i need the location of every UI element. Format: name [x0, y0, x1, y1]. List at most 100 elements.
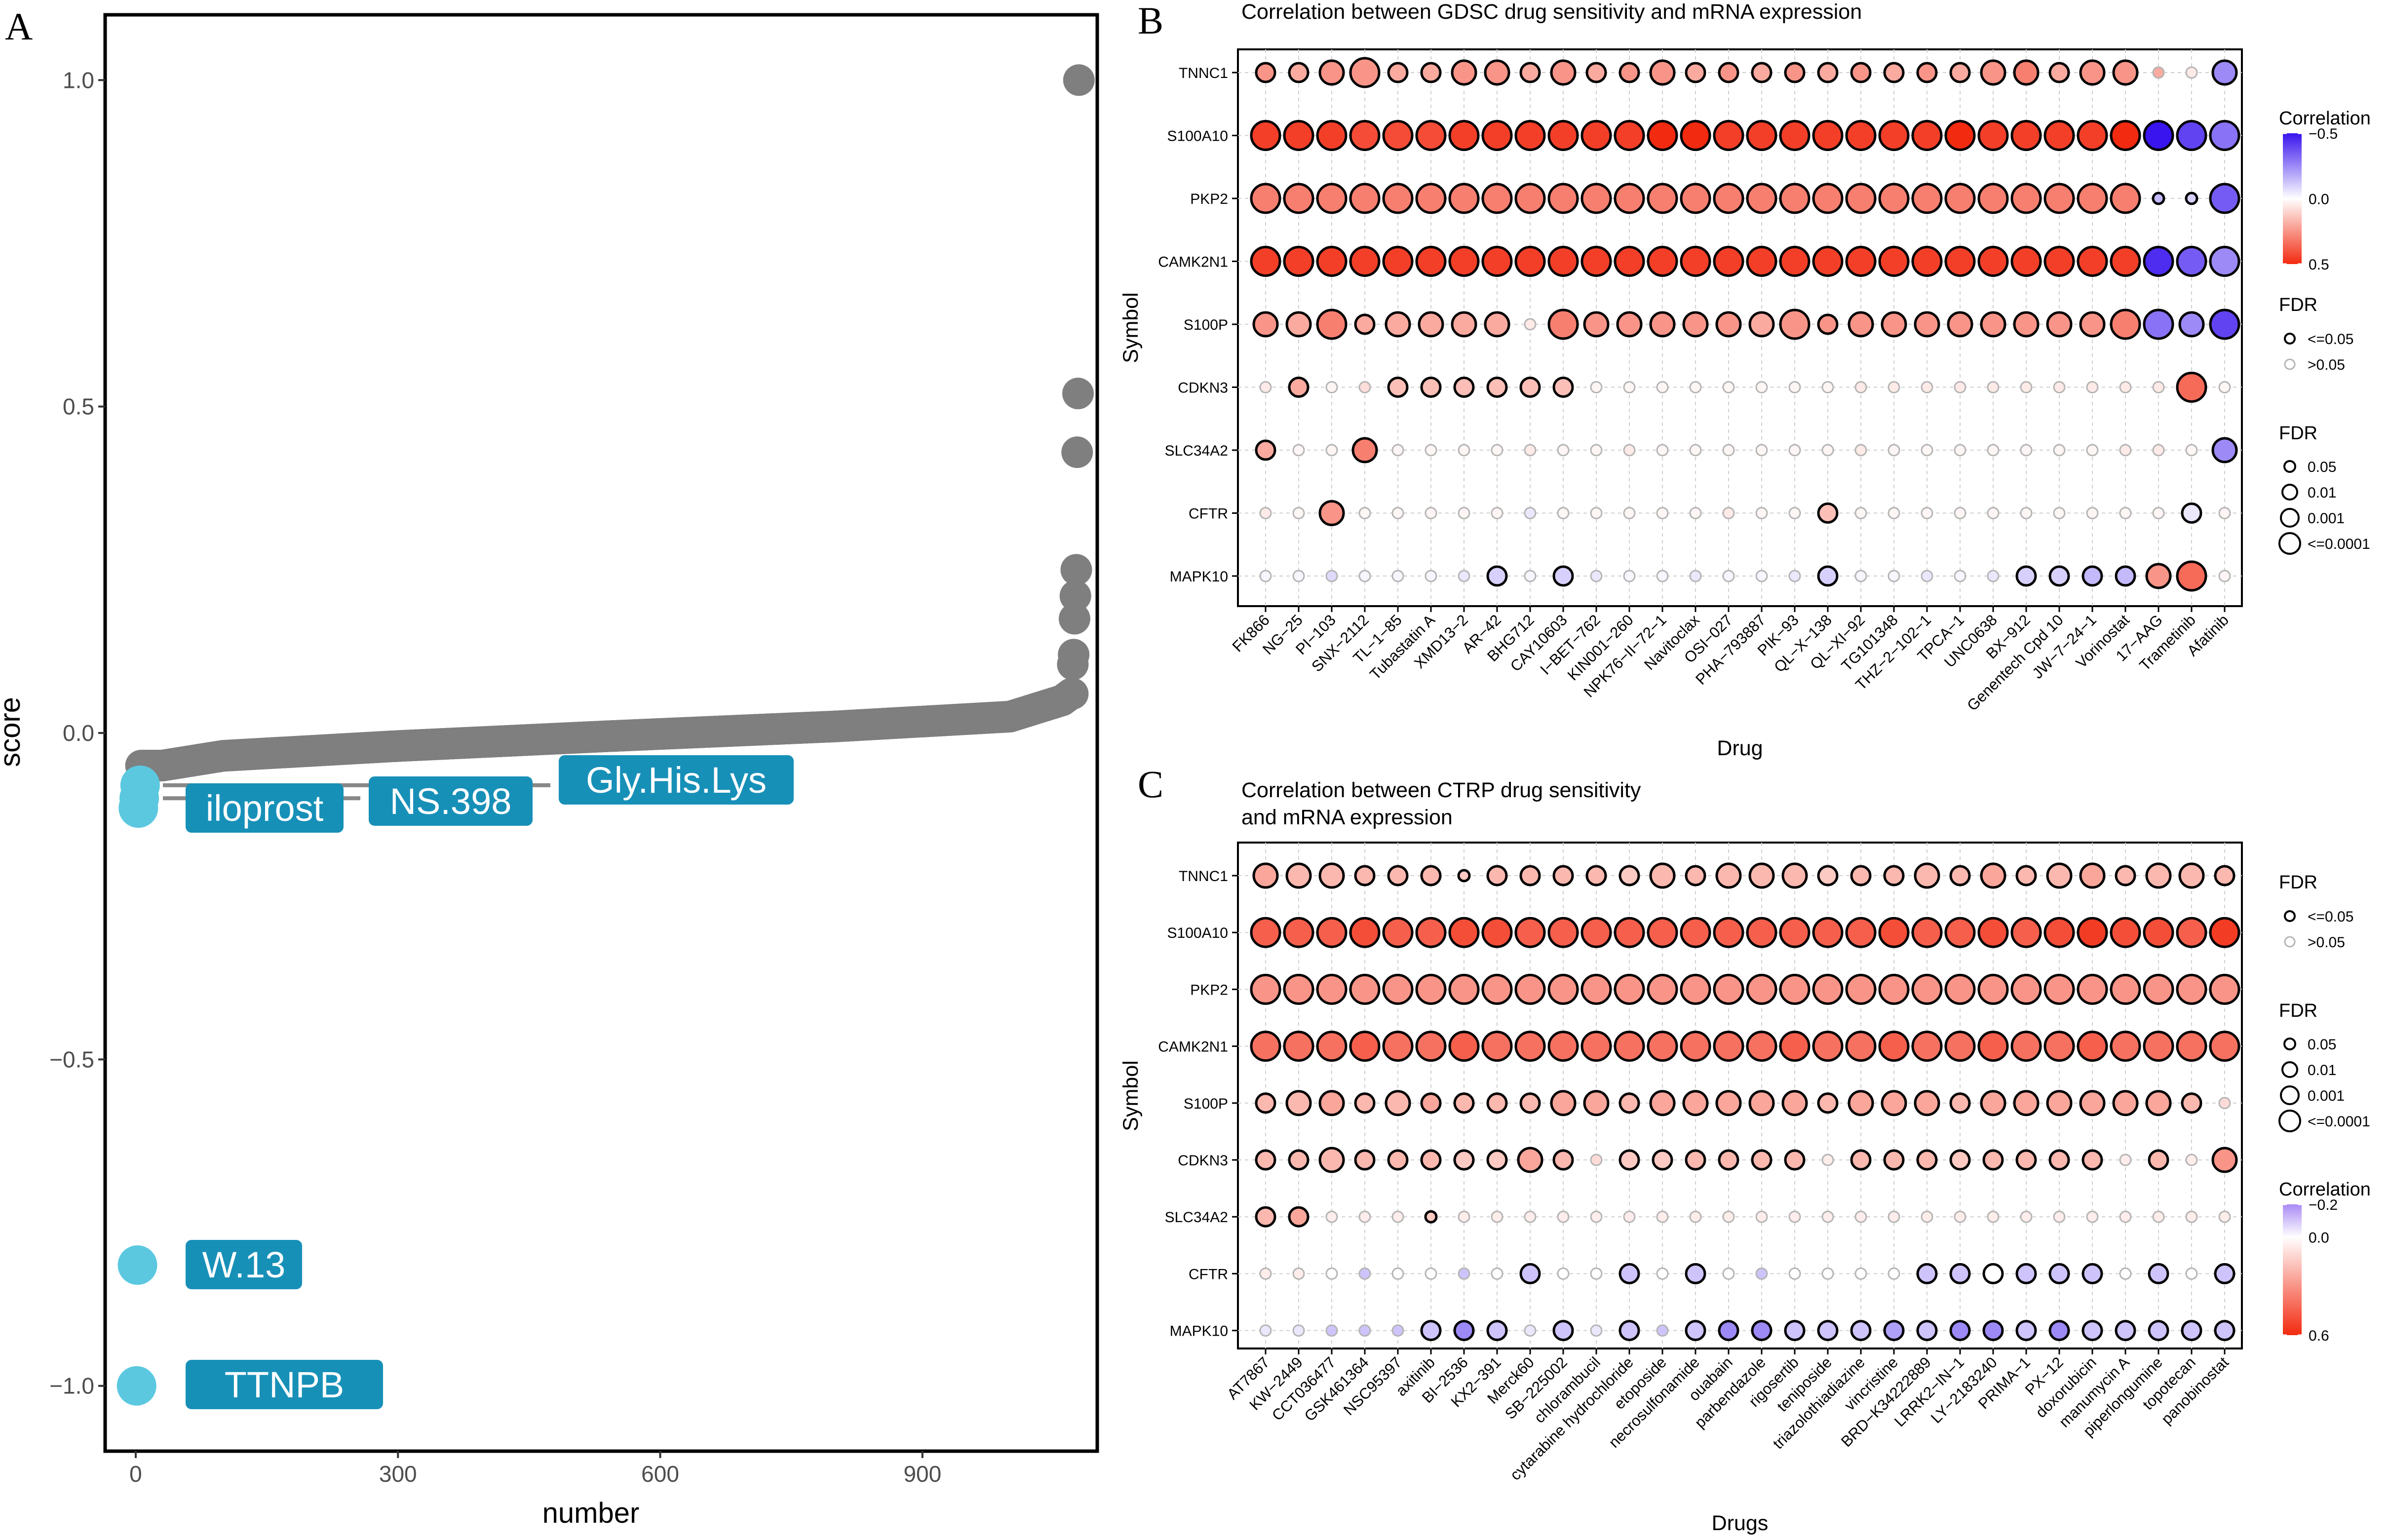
correlation-dot [2176, 246, 2207, 277]
correlation-dot [1821, 1267, 1834, 1280]
correlation-dot [1722, 444, 1735, 457]
correlation-dot [2048, 565, 2070, 587]
correlation-dot [1888, 570, 1900, 582]
x-tick-label: 900 [903, 1461, 941, 1487]
correlation-dot [1682, 1090, 1709, 1116]
legend-label: 0.01 [2308, 485, 2336, 501]
correlation-dot [1250, 120, 1281, 151]
correlation-dot [1491, 507, 1503, 519]
correlation-dot [1425, 507, 1437, 519]
correlation-dot [1486, 565, 1508, 587]
correlation-dot [2043, 183, 2075, 214]
correlation-dot [1850, 1320, 1872, 1342]
correlation-dot [1448, 246, 1480, 277]
correlation-dot [1888, 507, 1900, 519]
correlation-dot [1382, 1031, 1414, 1062]
correlation-dot [1881, 1090, 1907, 1116]
gene-label: PKP2 [1190, 982, 1228, 998]
correlation-dot [1415, 973, 1447, 1005]
correlation-dot [2081, 1149, 2103, 1171]
correlation-dot [1911, 183, 1943, 214]
legend-size-dot [2281, 484, 2298, 500]
correlation-dot [1715, 1090, 1742, 1116]
correlation-dot [1391, 1210, 1404, 1223]
correlation-dot [1481, 1031, 1513, 1062]
correlation-dot [1947, 311, 1973, 338]
point-label-box [186, 1240, 302, 1289]
legend-size-dot [2278, 532, 2301, 555]
correlation-dot [1854, 570, 1867, 582]
correlation-dot [1318, 1090, 1345, 1116]
correlation-dot [1921, 570, 1933, 582]
correlation-dot [1387, 62, 1409, 83]
correlation-dot [1524, 444, 1537, 457]
correlation-dot [1358, 507, 1371, 519]
correlation-dot [1524, 1210, 1537, 1223]
correlation-dot [1514, 973, 1546, 1005]
correlation-dot [2176, 973, 2207, 1005]
correlation-dot [1656, 1324, 1669, 1337]
correlation-dot [1316, 183, 1348, 214]
correlation-dot [1283, 1031, 1314, 1062]
correlation-dot [2152, 381, 2165, 393]
legend-size-dot [2278, 1110, 2301, 1132]
correlation-dot [1590, 507, 1603, 519]
y-tick-label: −1.0 [49, 1373, 94, 1399]
correlation-dot [1481, 183, 1513, 214]
correlation-dot [1954, 381, 1966, 393]
correlation-dot [1987, 1210, 2000, 1223]
correlation-dot [1420, 1320, 1442, 1342]
correlation-dot [1649, 862, 1676, 889]
correlation-dot [1524, 570, 1537, 582]
correlation-dot [2152, 66, 2165, 79]
legend-title: Correlation [2279, 108, 2371, 129]
legend-label: >0.05 [2308, 357, 2345, 373]
correlation-dot [2010, 1031, 2042, 1062]
legend-label: <=0.05 [2308, 909, 2353, 925]
correlation-dot [1977, 917, 2009, 948]
correlation-dot [1623, 1210, 1636, 1223]
correlation-dot [1746, 246, 1777, 277]
panel-b: B Correlation between GDSC drug sensitiv… [1119, 0, 2371, 760]
correlation-dot [1647, 183, 1678, 214]
legend-size-dot [2281, 1061, 2298, 1078]
correlation-dot [2185, 444, 2198, 457]
correlation-dot [1325, 570, 1338, 582]
correlation-dot [2218, 1210, 2231, 1223]
score-point-top [1062, 378, 1094, 410]
correlation-dot [1486, 1149, 1508, 1171]
correlation-dot [1715, 862, 1742, 889]
correlation-dot [2152, 507, 2165, 519]
correlation-dot [1349, 246, 1381, 277]
correlation-dot [1748, 862, 1775, 889]
correlation-dot [1486, 1092, 1508, 1114]
correlation-dot [1713, 120, 1744, 151]
correlation-dot [1888, 381, 1900, 393]
panel-c-legend: FDR <=0.05 >0.05 FDR 0.05 0.01 0.001 <=0.0001 Co… [2278, 872, 2371, 1344]
correlation-dot [1252, 311, 1279, 338]
correlation-dot [1623, 507, 1636, 519]
panel-b-plot-border [1237, 48, 2243, 607]
correlation-dot [1685, 1149, 1706, 1171]
correlation-dot [1316, 308, 1348, 340]
legend-tick-label: 0.0 [2309, 192, 2329, 208]
correlation-dot [2143, 246, 2174, 277]
legend-title: Correlation [2279, 1179, 2371, 1200]
correlation-dot [1618, 1320, 1640, 1342]
correlation-dot [1944, 973, 1976, 1005]
correlation-dot [2218, 507, 2231, 519]
panel-a-labels: TTNPB W.13 iloprost NS.398 Gly.His.Lys [163, 755, 794, 1409]
correlation-dot [2013, 1090, 2040, 1116]
correlation-dot [1921, 507, 1933, 519]
correlation-dot [1557, 1267, 1570, 1280]
correlation-dot [1779, 183, 1811, 214]
correlation-dot [1685, 62, 1706, 83]
correlation-dot [1590, 1154, 1603, 1166]
correlation-dot [1779, 308, 1811, 340]
correlation-dot [1514, 1031, 1546, 1062]
correlation-dot [2013, 311, 2040, 338]
correlation-dot [1358, 1210, 1371, 1223]
correlation-dot [2148, 1320, 2169, 1342]
correlation-dot [1283, 183, 1314, 214]
correlation-dot [1252, 862, 1279, 889]
